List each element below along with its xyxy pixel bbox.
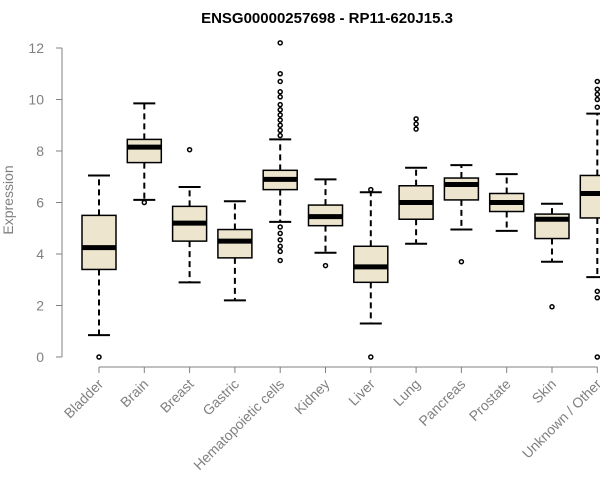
y-tick-label: 8 <box>36 143 44 159</box>
box-group <box>443 164 480 265</box>
outlier-point <box>277 248 283 255</box>
y-tick-label: 4 <box>36 246 44 262</box>
iqr-box <box>217 228 253 259</box>
x-category-label: Skin <box>529 376 560 407</box>
y-tick-label: 6 <box>36 195 44 211</box>
outlier-point <box>458 258 465 265</box>
outlier-point <box>141 199 148 206</box>
box-group <box>171 146 208 284</box>
iqr-box <box>353 245 389 284</box>
outlier-point <box>277 107 283 113</box>
outlier-point <box>368 354 374 360</box>
chart-title: ENSG00000257698 - RP11-620J15.3 <box>201 10 453 27</box>
y-axis-label: Expression <box>0 165 16 234</box>
x-category-label: Breast <box>157 376 197 416</box>
box-group <box>126 102 163 206</box>
box-group <box>579 78 600 360</box>
outlier-point <box>594 96 600 103</box>
iqr-box <box>443 177 480 201</box>
box-group <box>217 200 253 302</box>
outlier-point <box>277 117 283 123</box>
outlier-point <box>413 116 419 122</box>
box-group <box>262 40 298 264</box>
y-tick-label: 12 <box>28 40 44 56</box>
outlier-point <box>594 295 600 301</box>
outlier-point <box>277 132 283 139</box>
outlier-point <box>277 101 283 108</box>
iqr-box <box>126 138 163 164</box>
x-category-label: Liver <box>345 376 378 409</box>
box-group <box>398 116 434 245</box>
outlier-point <box>594 86 600 92</box>
outlier-point <box>413 126 419 132</box>
outlier-point <box>277 127 283 134</box>
outlier-point <box>277 237 283 243</box>
outlier-point <box>594 104 600 110</box>
outlier-point <box>277 257 283 264</box>
x-category-label: Prostate <box>466 376 514 424</box>
x-category-label: Unknown / Other <box>519 376 600 462</box>
outlier-point <box>368 186 374 193</box>
x-category-label: Bladder <box>61 376 107 422</box>
outlier-point <box>277 94 283 100</box>
y-tick-label: 10 <box>28 92 44 108</box>
outlier-point <box>594 78 600 85</box>
outlier-point <box>277 224 283 230</box>
box-group <box>488 173 525 232</box>
outlier-point <box>277 78 283 85</box>
x-category-label: Gastric <box>199 376 242 419</box>
plot-area <box>81 40 600 360</box>
outlier-point <box>594 288 600 295</box>
box-group <box>307 178 344 269</box>
outlier-point <box>413 121 419 127</box>
outlier-point <box>96 354 102 360</box>
x-category-label: Pancreas <box>415 376 468 429</box>
outlier-point <box>594 91 600 98</box>
y-tick-label: 2 <box>36 298 44 314</box>
outlier-point <box>277 230 283 237</box>
outlier-point <box>277 40 283 46</box>
outlier-point <box>322 262 329 269</box>
outlier-point <box>277 243 283 250</box>
outlier-point <box>277 112 283 118</box>
iqr-box <box>81 214 117 271</box>
box-group <box>534 202 570 310</box>
outlier-point <box>277 122 283 128</box>
box-group <box>81 174 117 360</box>
y-tick-label: 0 <box>36 349 44 365</box>
x-category-label: Brain <box>117 376 151 410</box>
outlier-point <box>277 89 283 95</box>
x-category-label: Kidney <box>291 376 333 418</box>
box-group <box>353 186 389 360</box>
x-category-label: Lung <box>390 376 423 409</box>
outlier-point <box>549 304 555 310</box>
outlier-point <box>277 71 283 77</box>
outlier-point <box>594 354 600 360</box>
outlier-point <box>186 146 193 153</box>
iqr-box <box>579 174 600 219</box>
